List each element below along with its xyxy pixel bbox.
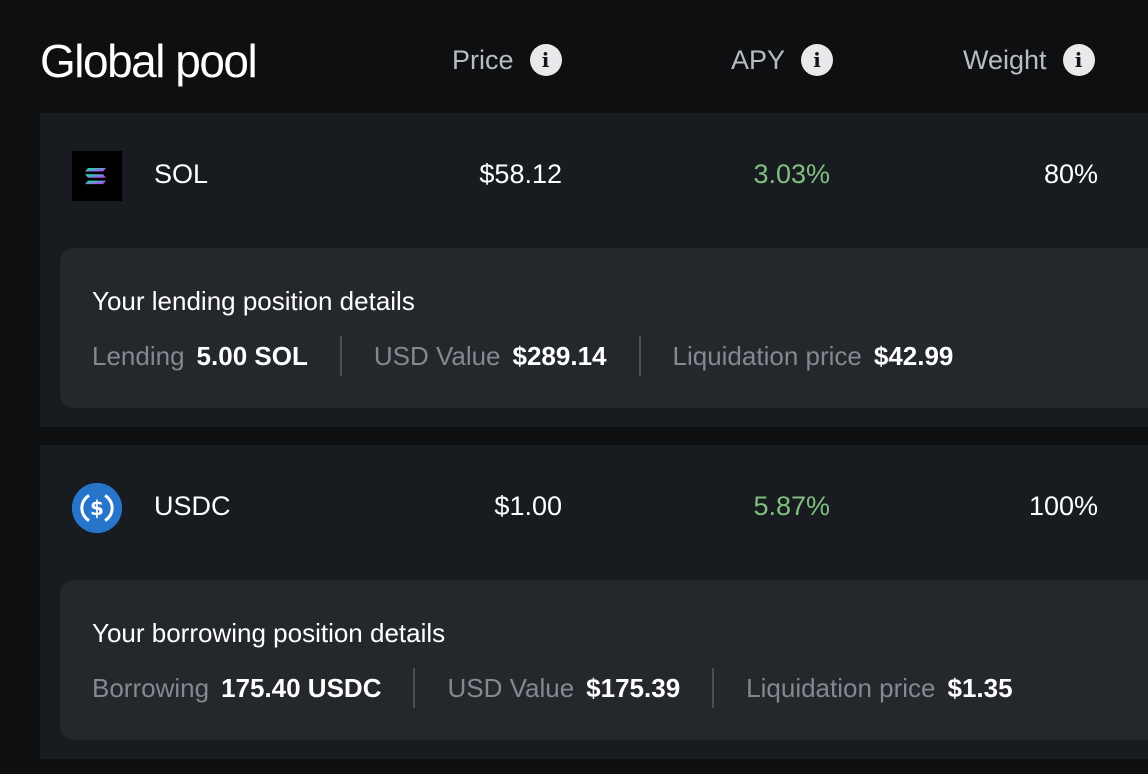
stat-liquidation-price: Liquidation price $42.99 <box>673 341 954 372</box>
asset-card-sol: SOL $58.12 3.03% 80% Your lending positi… <box>40 113 1148 427</box>
apy-info-icon[interactable]: i <box>801 44 834 76</box>
column-header-weight-label: Weight <box>963 44 1047 75</box>
stat-value: 5.00 SOL <box>196 340 308 371</box>
stat-value: $42.99 <box>873 340 954 371</box>
divider <box>339 336 342 376</box>
column-header-price-label: Price <box>452 44 514 75</box>
stat-usd-value: USD Value $175.39 <box>447 673 680 704</box>
svg-text:$: $ <box>90 496 104 520</box>
asset-apy: 5.87% <box>753 491 830 521</box>
asset-price: $1.00 <box>494 491 562 521</box>
asset-row-usdc[interactable]: $ USDC $1.00 5.87% 100% <box>40 445 1148 573</box>
column-header-apy-label: APY <box>731 44 786 75</box>
stat-usd-value: USD Value $289.14 <box>374 341 607 372</box>
stat-liquidation-price: Liquidation price $1.35 <box>746 673 1012 704</box>
stat-borrowing: Borrowing 175.40 USDC <box>92 673 381 704</box>
stat-label: USD Value <box>373 340 501 371</box>
stat-value: $175.39 <box>586 672 681 703</box>
page-title: Global pool <box>40 35 258 87</box>
asset-card-usdc: $ USDC $1.00 5.87% 100% Your borrowing p… <box>40 445 1148 759</box>
details-title: Your lending position details <box>92 286 415 316</box>
column-header-price: Price i <box>452 42 562 78</box>
stat-value: 175.40 USDC <box>221 672 382 703</box>
details-title: Your borrowing position details <box>92 618 446 648</box>
column-header-apy: APY i <box>731 42 834 78</box>
asset-name: USDC <box>154 491 231 521</box>
stat-label: Liquidation price <box>672 340 862 371</box>
stat-label: USD Value <box>447 672 575 703</box>
stat-value: $1.35 <box>947 672 1013 703</box>
divider <box>712 668 715 708</box>
stat-value: $289.14 <box>512 340 607 371</box>
stat-lending: Lending 5.00 SOL <box>92 341 308 372</box>
details-stats: Borrowing 175.40 USDC USD Value $175.39 … <box>92 668 1013 708</box>
asset-weight: 100% <box>1028 491 1098 521</box>
asset-weight: 80% <box>1043 159 1098 189</box>
asset-name: SOL <box>154 159 209 189</box>
lending-position-details: Your lending position details Lending 5.… <box>60 248 1148 408</box>
column-header-weight: Weight i <box>963 42 1095 78</box>
details-stats: Lending 5.00 SOL USD Value $289.14 Liqui… <box>92 336 953 376</box>
weight-info-icon[interactable]: i <box>1062 44 1095 76</box>
sol-icon <box>72 151 122 201</box>
divider <box>413 668 416 708</box>
asset-price: $58.12 <box>479 159 562 189</box>
pool-header: Global pool Price i APY i Weight i <box>0 0 1148 112</box>
stat-label: Lending <box>92 340 185 371</box>
stat-label: Liquidation price <box>746 672 936 703</box>
stat-label: Borrowing <box>92 672 210 703</box>
price-info-icon[interactable]: i <box>529 44 562 76</box>
borrowing-position-details: Your borrowing position details Borrowin… <box>60 580 1148 740</box>
usdc-icon: $ <box>72 483 122 533</box>
divider <box>638 336 641 376</box>
asset-row-sol[interactable]: SOL $58.12 3.03% 80% <box>40 113 1148 241</box>
asset-apy: 3.03% <box>753 159 830 189</box>
